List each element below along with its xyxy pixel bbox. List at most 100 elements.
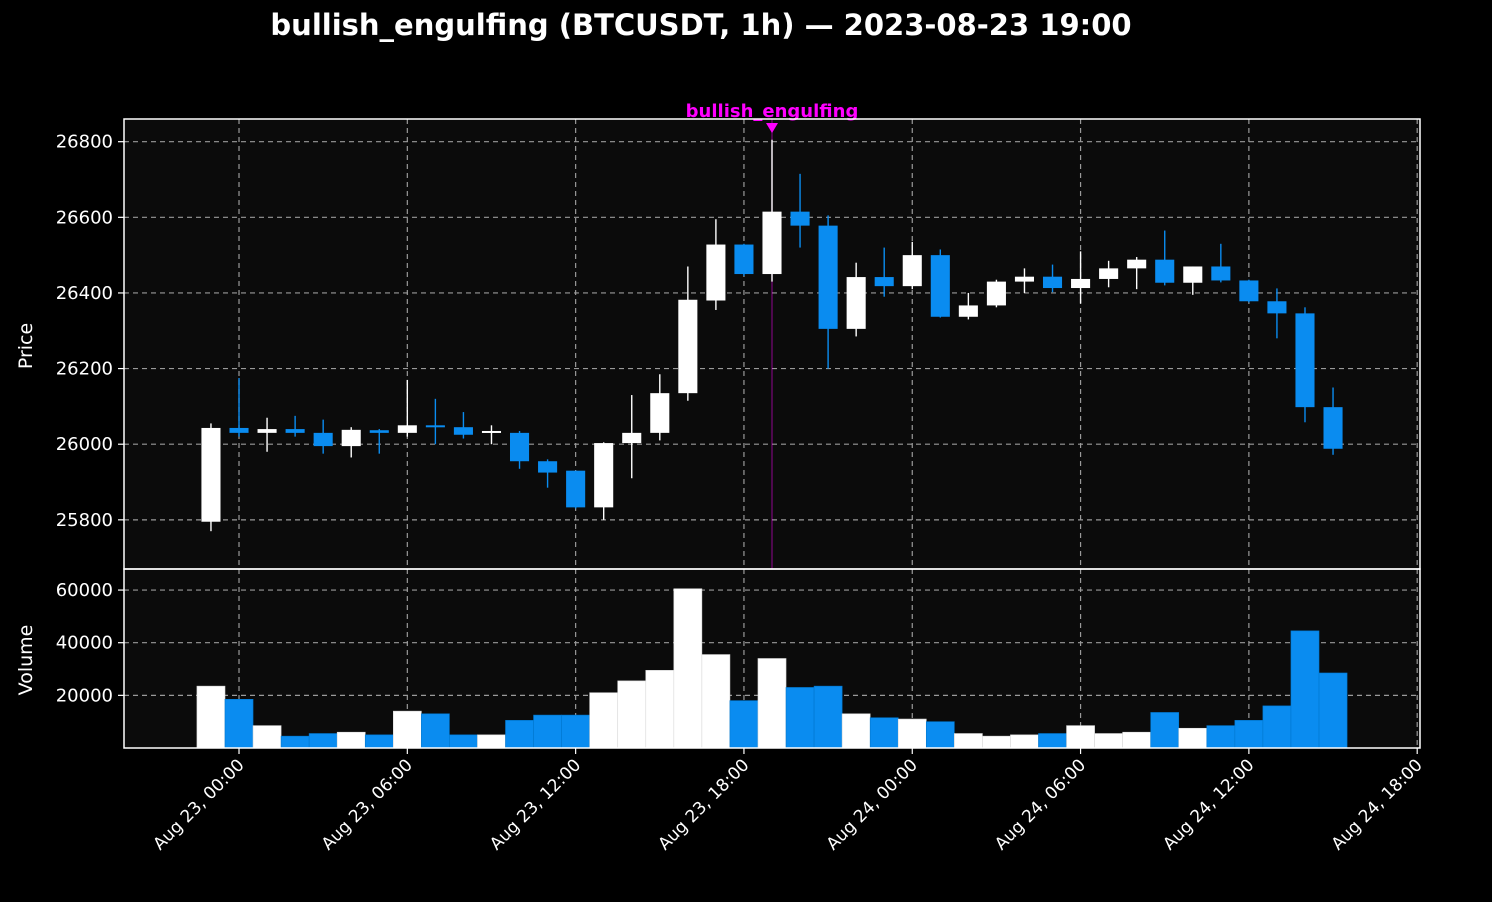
candle-body bbox=[453, 427, 473, 435]
x-tick-label: Aug 23, 18:00 bbox=[654, 755, 753, 854]
candle-body bbox=[622, 432, 642, 444]
candle-body bbox=[790, 211, 810, 226]
volume-bar bbox=[785, 687, 815, 749]
volume-tick-label: 40000 bbox=[56, 633, 113, 654]
candle-body bbox=[1295, 313, 1315, 408]
price-tick-label: 26600 bbox=[56, 207, 113, 228]
price-tick-label: 26000 bbox=[56, 434, 113, 455]
volume-bar bbox=[561, 714, 590, 749]
annotation-label: bullish_engulfing bbox=[686, 101, 859, 122]
volume-bar bbox=[477, 734, 506, 749]
volume-bar bbox=[869, 717, 899, 749]
volume-bar bbox=[982, 735, 1011, 749]
candle-body bbox=[369, 430, 389, 433]
grid-layer bbox=[124, 119, 1420, 748]
volume-bar bbox=[1150, 712, 1180, 749]
candle-body bbox=[481, 430, 502, 433]
volume-bar bbox=[1262, 705, 1292, 749]
volume-tick-label: 20000 bbox=[56, 685, 113, 706]
volume-bar bbox=[701, 654, 731, 749]
candle-body bbox=[566, 470, 586, 508]
volume-bar bbox=[280, 735, 310, 749]
volume-bar bbox=[196, 685, 226, 749]
candle-body bbox=[1239, 280, 1259, 302]
candle-body bbox=[538, 461, 558, 473]
candle-body bbox=[762, 211, 782, 275]
volume-bar bbox=[421, 713, 450, 749]
price-tick-label: 26800 bbox=[56, 132, 113, 153]
candle-body bbox=[1211, 266, 1231, 281]
candle-body bbox=[650, 393, 670, 433]
volume-bar bbox=[308, 733, 338, 749]
candle-body bbox=[734, 244, 754, 275]
candle-body bbox=[874, 277, 894, 287]
candle-body bbox=[229, 427, 249, 433]
volume-bar bbox=[1206, 725, 1236, 749]
volume-bar bbox=[1122, 731, 1152, 749]
candle-body bbox=[313, 432, 333, 447]
volume-bar bbox=[813, 685, 843, 749]
x-tick-label: Aug 24, 18:00 bbox=[1328, 755, 1427, 854]
volume-bar bbox=[392, 710, 422, 749]
candle-body bbox=[930, 255, 950, 317]
candle-body bbox=[594, 443, 614, 508]
candle-body bbox=[509, 432, 530, 462]
x-tick-label: Aug 24, 12:00 bbox=[1159, 755, 1258, 854]
volume-bar bbox=[533, 714, 562, 749]
annotation-arrow bbox=[766, 123, 778, 133]
volume-axis-label: Volume bbox=[15, 625, 37, 696]
x-tick-label: Aug 23, 12:00 bbox=[486, 755, 585, 854]
candle-body bbox=[678, 299, 698, 394]
candle-body bbox=[1155, 259, 1175, 283]
volume-bar bbox=[449, 734, 478, 749]
volume-bar bbox=[841, 713, 871, 749]
volume-bar bbox=[1318, 672, 1348, 749]
candle-body bbox=[1014, 276, 1035, 282]
volume-bar bbox=[757, 658, 787, 749]
candle-body bbox=[958, 305, 978, 317]
candle-body bbox=[1071, 278, 1091, 289]
candle-body bbox=[285, 429, 305, 433]
volume-bar bbox=[729, 700, 759, 749]
candle-body bbox=[1183, 266, 1203, 283]
x-tick-label: Aug 23, 00:00 bbox=[150, 755, 249, 854]
candle-body bbox=[341, 429, 361, 447]
candle-body bbox=[818, 225, 838, 329]
volume-bar bbox=[336, 731, 366, 749]
x-tick-label: Aug 23, 06:00 bbox=[318, 755, 417, 854]
candle-body bbox=[1099, 268, 1119, 279]
x-tick-label: Aug 24, 00:00 bbox=[823, 755, 922, 854]
candles bbox=[201, 139, 1343, 532]
candle-body bbox=[902, 255, 922, 287]
x-tick-label: Aug 24, 06:00 bbox=[991, 755, 1090, 854]
volume-bar bbox=[1234, 720, 1264, 749]
volume-bar bbox=[954, 733, 983, 749]
volume-bar bbox=[673, 588, 703, 749]
volume-bar bbox=[617, 680, 647, 749]
price-tick-label: 26400 bbox=[56, 283, 113, 304]
candle-body bbox=[257, 429, 277, 433]
volume-bar bbox=[1066, 725, 1095, 749]
volume-bar bbox=[1038, 733, 1067, 749]
candle-body bbox=[397, 425, 417, 433]
candle-body bbox=[425, 425, 445, 428]
volume-bar bbox=[1290, 630, 1320, 749]
volume-bar bbox=[645, 670, 675, 749]
candle-body bbox=[1323, 407, 1343, 449]
candle-body bbox=[1127, 259, 1147, 269]
volume-bar bbox=[589, 692, 619, 749]
volume-panel-frame bbox=[123, 568, 1421, 749]
volume-tick-label: 60000 bbox=[56, 580, 113, 601]
volume-bar bbox=[1178, 727, 1208, 749]
candle-body bbox=[986, 281, 1006, 306]
candle-body bbox=[201, 427, 221, 522]
candle-body bbox=[846, 277, 866, 329]
candle-body bbox=[1267, 301, 1287, 314]
volume-bar bbox=[364, 734, 394, 749]
candle-body bbox=[1042, 276, 1063, 289]
volume-bar bbox=[1010, 734, 1039, 749]
volume-bar bbox=[224, 699, 254, 749]
price-axis-label: Price bbox=[15, 323, 37, 369]
